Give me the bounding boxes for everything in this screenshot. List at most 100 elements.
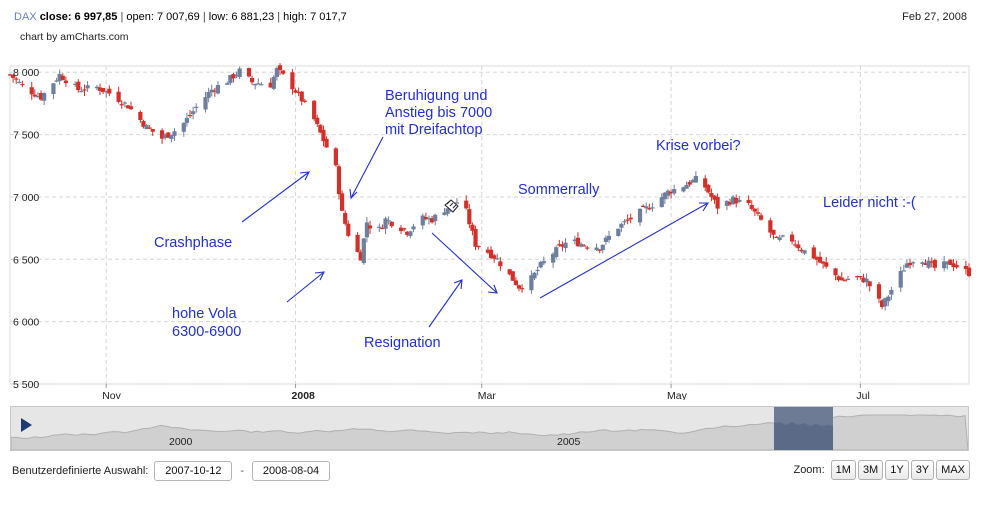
close-value: 6 997,85 [74, 11, 118, 23]
candle-body [572, 239, 577, 242]
candle-body [194, 106, 199, 109]
candle-body [259, 84, 264, 86]
candle-body [833, 268, 838, 276]
candle-body [411, 226, 416, 230]
y-tick-label: 8 000 [13, 67, 39, 79]
high-value: high: 7 017,7 [283, 11, 347, 23]
candle-body [277, 65, 283, 70]
candle-body [299, 91, 304, 102]
candle-body [470, 224, 475, 231]
candle-body [402, 228, 407, 230]
candle-body [637, 208, 643, 223]
candle-body [408, 231, 413, 237]
annotation-krise-vorbei: Krise vorbei? [656, 138, 741, 154]
candle-body [268, 82, 273, 88]
candle-body [594, 247, 599, 250]
candle-body [420, 215, 425, 226]
symbol-name: DAX [14, 11, 37, 23]
candle-body [339, 193, 345, 211]
candle-body [551, 253, 556, 263]
candlestick-chart[interactable]: 8 000 7 500 7 000 6 500 6 000 5 500 Nov 2008 Ma… [0, 0, 991, 400]
candle-body [94, 86, 99, 89]
candle-body [771, 229, 776, 235]
candle-body [11, 74, 16, 78]
candle-body [184, 117, 190, 123]
candle-body [920, 262, 925, 264]
candle-body [948, 259, 953, 265]
header-date: Feb 27, 2008 [902, 11, 967, 23]
candle-body [209, 89, 214, 93]
x-axis: Nov 2008 Mar May Jul [102, 384, 870, 400]
candle-body [163, 134, 168, 138]
candle-body [423, 217, 428, 220]
candle-body [181, 122, 186, 132]
candle-body [281, 70, 286, 74]
candle-body [107, 88, 112, 94]
candle-body [355, 234, 360, 252]
x-tick-label: Jul [856, 390, 869, 400]
zoom-3y-button[interactable]: 3Y [910, 460, 935, 480]
open-value: open: 7 007,69 [126, 11, 200, 23]
arrow-vola [286, 271, 325, 303]
x-tick-label: Nov [102, 390, 121, 400]
from-date-input[interactable] [154, 461, 233, 481]
candle-body [802, 250, 807, 254]
candle-body [386, 220, 391, 222]
candle-body [616, 228, 621, 236]
chart-credit[interactable]: chart by amCharts.com [20, 31, 129, 43]
candle-body [628, 217, 633, 220]
zoom-3m-button[interactable]: 3M [857, 460, 884, 480]
zoom-max-button[interactable]: MAX [936, 460, 970, 480]
candle-body [17, 81, 22, 83]
candle-body [777, 237, 782, 241]
y-axis: 8 000 7 500 7 000 6 500 6 000 5 500 [13, 67, 39, 391]
candle-body [231, 74, 236, 79]
candle-body [147, 127, 152, 129]
candle-body [246, 68, 252, 77]
to-date-input[interactable] [252, 461, 331, 481]
arrow-resignation [428, 279, 463, 328]
candle-body [519, 288, 525, 290]
candle-body [364, 222, 370, 238]
arrowhead-sommerrally [699, 202, 709, 212]
selection-overview [774, 422, 833, 450]
candle-body [324, 138, 329, 148]
candle-body [799, 249, 804, 252]
candle-body [54, 80, 59, 82]
candle-body [212, 90, 217, 92]
close-label: close: [39, 11, 72, 23]
candle-body [668, 191, 674, 194]
candle-body [488, 249, 494, 259]
annotations: Beruhigung und Anstieg bis 7000 mit Drei… [154, 88, 916, 351]
candle-body [709, 193, 714, 197]
candle-body [606, 235, 612, 240]
candle-body [144, 124, 149, 130]
candle-body [492, 255, 497, 259]
candle-body [861, 277, 866, 283]
annotation-hohe-vola: hohe Vola 6300-6900 [172, 306, 241, 340]
candle-body [814, 257, 820, 260]
candle-body [727, 202, 733, 205]
candle-body [554, 247, 559, 258]
arrowhead-beruhigung [349, 188, 358, 200]
candle-body [293, 90, 298, 93]
candle-body [97, 87, 103, 91]
candle-body [883, 298, 888, 307]
candle-body [101, 87, 106, 92]
candle-body [681, 187, 686, 192]
annotation-arrows [241, 136, 709, 328]
zoom-1y-button[interactable]: 1Y [885, 460, 909, 480]
zoom-1m-button[interactable]: 1M [830, 460, 856, 480]
candle-body [405, 231, 410, 235]
candle-body [290, 72, 295, 90]
chart-scrollbar[interactable]: 2000 2005 [10, 406, 969, 451]
play-icon[interactable] [21, 418, 32, 432]
scrollbar-selection[interactable] [774, 407, 833, 450]
candle-body [426, 218, 432, 220]
candle-body [169, 135, 174, 139]
candle-body [274, 68, 280, 77]
candle-body [237, 68, 242, 77]
candle-body [380, 227, 385, 230]
candle-body [336, 166, 342, 195]
candle-body [706, 184, 711, 193]
